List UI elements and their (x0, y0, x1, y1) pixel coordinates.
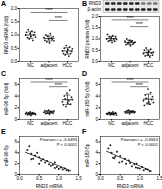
svg-text:6: 6 (95, 82, 98, 87)
svg-text:0.5: 0.5 (36, 176, 43, 181)
html-text:E: E (1, 128, 6, 135)
svg-text:RND3 protein (fold): RND3 protein (fold) (85, 19, 90, 58)
svg-text:****: **** (55, 16, 62, 21)
svg-text:****: **** (55, 83, 62, 88)
svg-text:Pearson r = -0.6563P < 0.0001: Pearson r = -0.6563P < 0.0001 (121, 137, 159, 147)
svg-text:Pearson r = -0.6493P < 0.0001: Pearson r = -0.6493P < 0.0001 (40, 137, 78, 147)
svg-text:NC: NC (27, 121, 34, 126)
svg-text:RND3 mRNA: RND3 mRNA (117, 184, 144, 189)
svg-text:β-actin: β-actin (87, 7, 101, 12)
svg-text:2: 2 (14, 105, 17, 110)
svg-text:0: 0 (95, 171, 98, 177)
svg-text:miR-96-5p: miR-96-5p (4, 145, 9, 167)
svg-text:adjacent: adjacent (121, 121, 139, 126)
svg-text:HCC: HCC (63, 63, 73, 68)
svg-text:miR-96-5p (fold): miR-96-5p (fold) (4, 82, 9, 115)
svg-text:0.5: 0.5 (11, 46, 18, 51)
html-text:A: A (1, 0, 7, 7)
svg-text:NC: NC (27, 63, 34, 68)
html-text:D: D (82, 70, 88, 77)
svg-text:0.5: 0.5 (117, 176, 124, 181)
svg-text:2.0: 2.0 (92, 14, 99, 19)
svg-text:0.0: 0.0 (97, 176, 104, 181)
svg-text:****: **** (45, 8, 52, 13)
svg-text:RND3 mRNA (fold): RND3 mRNA (fold) (4, 16, 9, 55)
svg-text:6: 6 (95, 139, 98, 144)
svg-text:0: 0 (95, 117, 98, 122)
html-text:F: F (82, 128, 87, 135)
svg-text:RND3: RND3 (89, 1, 102, 6)
svg-text:0.0: 0.0 (92, 59, 99, 64)
svg-text:1.0: 1.0 (92, 36, 99, 41)
svg-text:NC: NC (108, 121, 115, 126)
svg-text:1.5: 1.5 (75, 176, 82, 181)
svg-text:HCC: HCC (144, 121, 154, 126)
svg-text:4: 4 (14, 150, 17, 155)
svg-text:HCC: HCC (63, 121, 73, 126)
svg-text:0: 0 (14, 171, 17, 177)
svg-text:adjacent: adjacent (121, 63, 139, 68)
svg-text:adjacent: adjacent (40, 63, 58, 68)
svg-text:0.5: 0.5 (92, 48, 99, 53)
svg-text:RND3 mRNA: RND3 mRNA (36, 184, 63, 189)
svg-text:adjacent: adjacent (40, 121, 58, 126)
svg-text:1.0: 1.0 (11, 32, 18, 37)
svg-text:2: 2 (95, 105, 98, 110)
svg-text:miR-182-5p: miR-182-5p (85, 143, 90, 167)
svg-text:0: 0 (14, 117, 17, 122)
html-text:C: C (1, 70, 7, 77)
svg-text:6: 6 (14, 139, 17, 144)
svg-text:1.5: 1.5 (156, 176, 162, 181)
svg-text:1.0: 1.0 (137, 176, 144, 181)
svg-text:4: 4 (95, 94, 98, 99)
svg-text:0.0: 0.0 (16, 176, 23, 181)
svg-text:1.0: 1.0 (56, 176, 63, 181)
svg-text:HCC: HCC (144, 63, 154, 68)
html-text:B: B (82, 0, 88, 7)
svg-text:4: 4 (14, 94, 17, 99)
svg-text:0.0: 0.0 (11, 59, 18, 64)
svg-text:1.5: 1.5 (11, 19, 18, 24)
svg-text:NC: NC (108, 63, 115, 68)
svg-text:1.5: 1.5 (92, 25, 99, 30)
svg-text:4: 4 (95, 150, 98, 155)
svg-text:2: 2 (14, 161, 17, 166)
svg-text:miR-182-5p (fold): miR-182-5p (fold) (85, 81, 90, 117)
svg-text:****: **** (136, 22, 143, 27)
svg-text:2.0: 2.0 (11, 6, 18, 11)
svg-text:2: 2 (95, 161, 98, 166)
svg-text:6: 6 (14, 82, 17, 87)
svg-text:****: **** (136, 83, 143, 88)
